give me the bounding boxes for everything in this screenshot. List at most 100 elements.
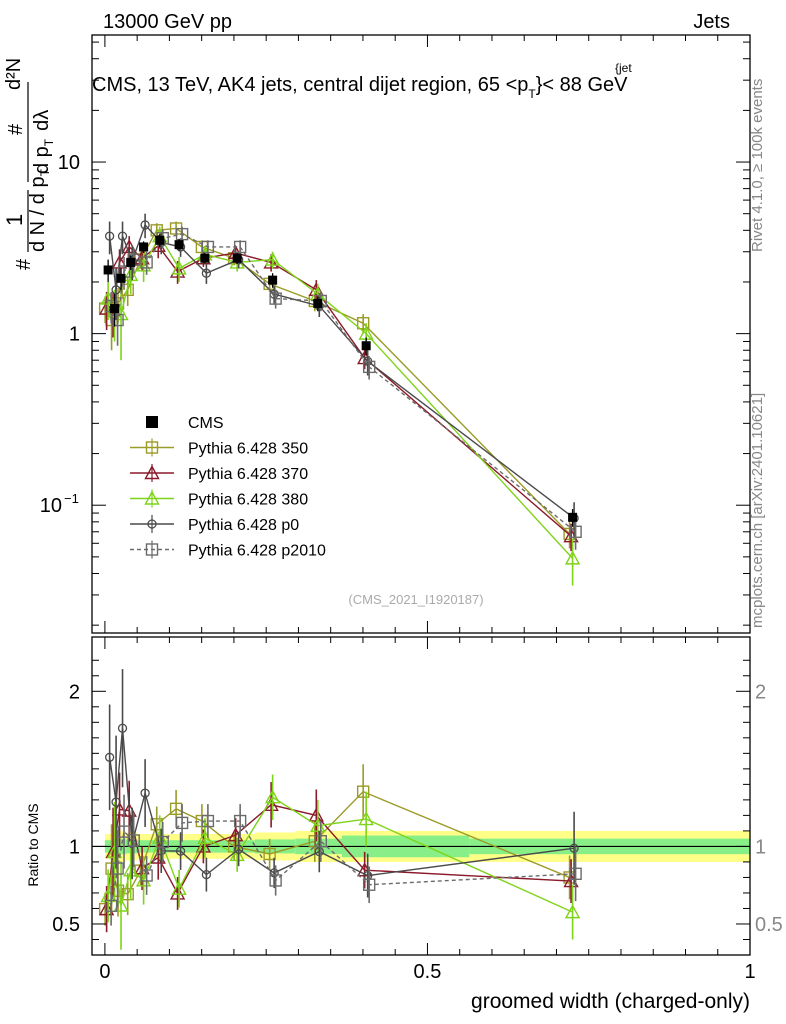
- ylabel-one: 1: [2, 214, 27, 226]
- data-point: [126, 257, 136, 267]
- ratio-point: [229, 846, 245, 862]
- data-point: [103, 265, 113, 275]
- header-right: Jets: [693, 11, 730, 33]
- point: [362, 360, 376, 374]
- ratio-point: [104, 899, 118, 913]
- legend-marker: [147, 519, 157, 529]
- side-text-bottom: mcplots.cern.ch [arXiv:2401.10621]: [749, 393, 766, 628]
- y-tick-exponent: −1: [64, 491, 79, 506]
- ratio-point: [171, 880, 187, 895]
- legend-marker: [146, 416, 158, 428]
- data-point: [110, 304, 120, 314]
- ratio-point: [358, 811, 374, 826]
- ratio-point: [314, 835, 327, 848]
- data-point: [313, 298, 323, 308]
- series-line: [107, 234, 574, 559]
- legend-entry: Pythia 6.428 350: [130, 438, 308, 458]
- ratio-y-tick-label: 2: [69, 681, 80, 703]
- data-point: [174, 240, 184, 250]
- data-point: [361, 341, 371, 351]
- ratio-point: [169, 885, 186, 900]
- y-tick-label: 1: [69, 324, 80, 346]
- point: [269, 292, 282, 305]
- ratio-point: [156, 835, 169, 849]
- ratio-point: [175, 846, 186, 856]
- point: [140, 220, 150, 230]
- side-text-top: Rivet 4.1.0, ≥ 100k events: [749, 79, 766, 252]
- ratio-panel: [91, 636, 751, 956]
- legend-entry: CMS: [146, 415, 224, 432]
- legend-label: Pythia 6.428 380: [188, 492, 308, 509]
- ratio-ylabel: Ratio to CMS: [25, 803, 41, 886]
- series-3: [104, 213, 579, 539]
- legend-label: Pythia 6.428 p0: [188, 517, 299, 534]
- ratio-point: [569, 867, 582, 880]
- ratio-point: [117, 723, 128, 733]
- y-tick-label: 10: [58, 152, 80, 174]
- series-line: [110, 233, 577, 533]
- legend-label: CMS: [188, 415, 224, 432]
- ylabel-dpt-dl: d pTdλ: [31, 110, 56, 174]
- legend-label: Pythia 6.428 p2010: [188, 543, 326, 560]
- legend-entry: Pythia 6.428 p0: [130, 515, 299, 534]
- ratio-point: [111, 862, 124, 875]
- series-line: [106, 244, 572, 537]
- legend-entry: Pythia 6.428 380: [130, 489, 308, 509]
- ratio-point: [175, 816, 189, 830]
- ratio-point: [264, 789, 281, 804]
- ratio-point: [269, 874, 282, 887]
- y-tick-label: 10: [40, 495, 62, 517]
- analysis-watermark: (CMS_2021_I1920187): [348, 592, 483, 607]
- series-0: [98, 221, 576, 549]
- legend: CMS Pythia 6.428 350 Pythia 6.428 370 Pythi…: [130, 415, 326, 560]
- chart-title: CMS, 13 TeV, AK4 jets, central dijet reg…: [92, 74, 628, 101]
- ratio-panel-frame: [91, 636, 751, 956]
- header-left: 13000 GeV pp: [103, 11, 232, 33]
- ratio-point: [134, 860, 150, 875]
- point: [201, 268, 212, 278]
- data-point: [232, 253, 242, 263]
- point: [111, 254, 128, 269]
- ratio-point: [140, 869, 153, 882]
- point: [111, 313, 124, 327]
- ratio-point: [104, 752, 115, 762]
- legend-label: Pythia 6.428 370: [188, 466, 308, 483]
- data-point: [268, 275, 278, 285]
- legend-marker: [144, 465, 160, 480]
- data-point: [139, 242, 149, 252]
- xlabel: groomed width (charged-only): [471, 990, 750, 1013]
- point: [111, 285, 121, 295]
- ratio-y-tick-label-right: 1: [755, 836, 766, 858]
- ratio-point: [121, 887, 134, 901]
- data-point: [155, 235, 165, 245]
- ratio-point: [201, 869, 212, 880]
- ratio-point: [117, 825, 131, 838]
- ylabel-hash2: #: [5, 123, 27, 135]
- main-ylabel: # 1 d N / d pT # d²N d pTdλ: [2, 58, 56, 270]
- ratio-series-3: [104, 669, 579, 898]
- legend-marker: [145, 441, 159, 454]
- point: [171, 260, 187, 275]
- point: [104, 231, 115, 241]
- data-point: [200, 253, 210, 263]
- point: [123, 266, 139, 282]
- data-point: [116, 273, 126, 283]
- data-point: [568, 512, 578, 522]
- ratio-point: [201, 814, 215, 828]
- ratio-point: [123, 862, 139, 877]
- legend-marker: [145, 543, 159, 556]
- ratio-point: [98, 901, 115, 916]
- legend-marker: [144, 490, 160, 505]
- legend-entry: Pythia 6.428 p2010: [130, 540, 326, 560]
- ratio-series-4: [104, 794, 582, 926]
- ratio-point: [263, 847, 276, 861]
- ratio-point: [111, 797, 121, 807]
- ratio-point: [127, 834, 140, 847]
- ratio-point: [362, 878, 376, 891]
- ratio-point: [314, 846, 324, 857]
- ratio-point: [569, 843, 579, 853]
- series-2: [100, 226, 581, 586]
- ratio-y-tick-label: 1: [69, 836, 80, 858]
- legend-label: Pythia 6.428 350: [188, 441, 308, 458]
